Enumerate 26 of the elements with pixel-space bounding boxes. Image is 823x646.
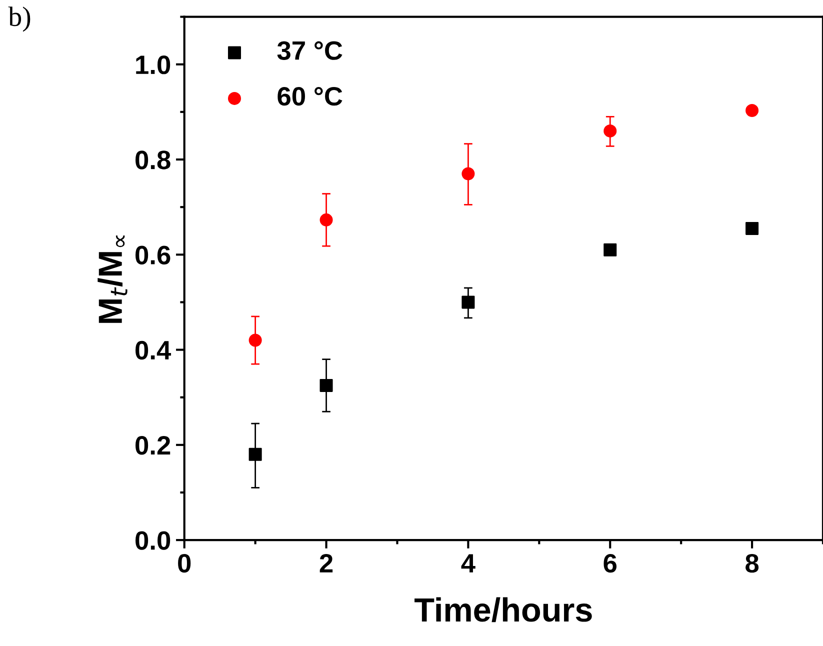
- point: [604, 124, 617, 138]
- point: [462, 167, 475, 180]
- y-tick-label: 0.4: [136, 340, 172, 360]
- point: [462, 296, 475, 309]
- legend-label: 37 °C: [277, 41, 342, 60]
- point: [746, 104, 759, 118]
- y-tick-label: 0.6: [136, 246, 170, 264]
- y-tick-label: 1.0: [136, 56, 170, 74]
- point: [248, 334, 262, 347]
- y-tick-label: 0.0: [136, 531, 170, 550]
- y-tick-label: 0.2: [136, 436, 170, 455]
- x-tick-label: 4: [461, 554, 476, 572]
- x-tick-label: 2: [320, 554, 333, 572]
- text: b): [8, 6, 30, 32]
- x-tick-label: 0: [178, 554, 191, 573]
- point: [746, 222, 759, 235]
- legend-label: 60 °C: [278, 86, 342, 106]
- x-axis-title: Time/hours: [414, 597, 592, 622]
- point: [320, 378, 333, 392]
- point: [604, 243, 617, 256]
- y-tick-label: 0.8: [136, 150, 170, 170]
- x-tick-label: 6: [604, 554, 616, 573]
- x-tick-label: 8: [746, 554, 759, 573]
- point: [320, 213, 333, 226]
- y-axis-title: M$_{t}$/M$_{∝}$: [98, 235, 128, 323]
- point: [248, 448, 262, 461]
